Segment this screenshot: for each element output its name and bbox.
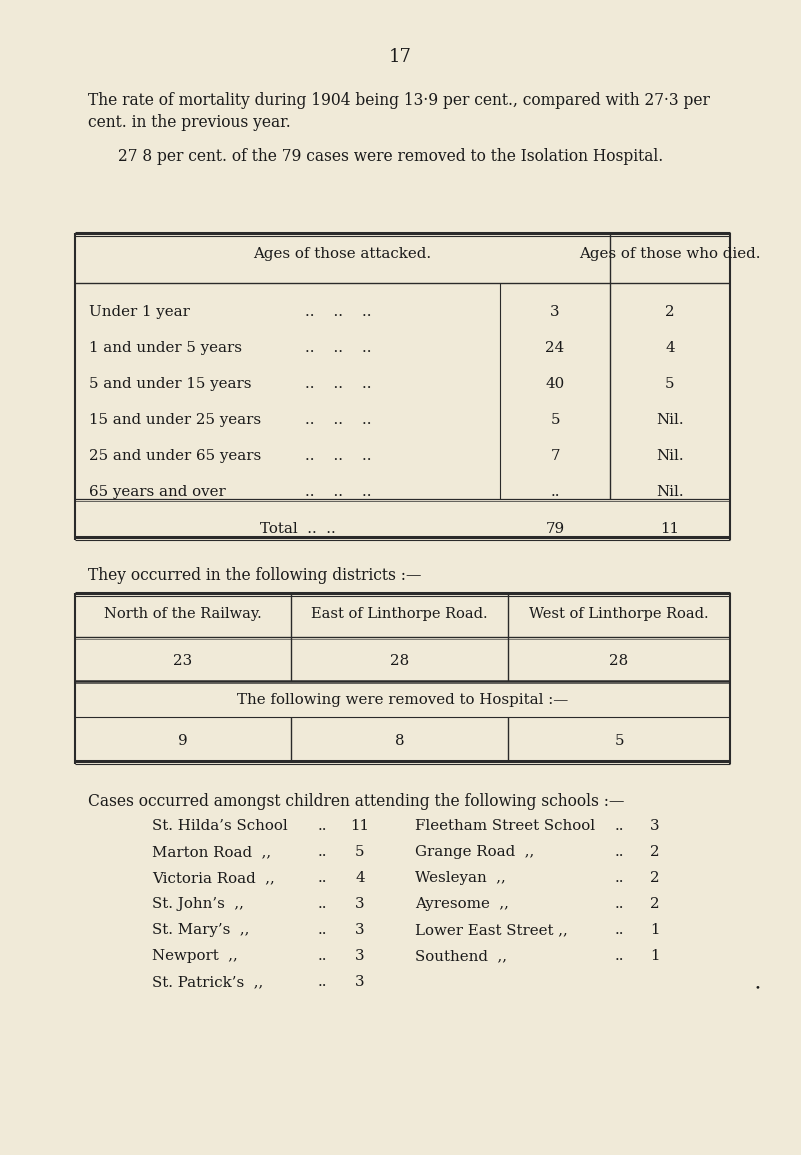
Text: 24: 24: [545, 341, 565, 355]
Text: 3: 3: [355, 975, 364, 989]
Text: 1 and under 5 years: 1 and under 5 years: [89, 341, 242, 355]
Text: ..: ..: [318, 949, 328, 963]
Text: ..    ..    ..: .. .. ..: [305, 341, 372, 355]
Text: ..    ..    ..: .. .. ..: [305, 305, 372, 319]
Text: Marton Road  ,,: Marton Road ,,: [152, 845, 271, 859]
Text: The rate of mortality during 1904 being 13·9 per cent., compared with 27·3 per: The rate of mortality during 1904 being …: [88, 92, 710, 109]
Text: The following were removed to Hospital :—: The following were removed to Hospital :…: [237, 693, 568, 707]
Text: Newport  ,,: Newport ,,: [152, 949, 238, 963]
Text: St. Mary’s  ,,: St. Mary’s ,,: [152, 923, 249, 937]
Text: 2: 2: [650, 871, 660, 885]
Text: 3: 3: [355, 897, 364, 911]
Text: 3: 3: [355, 923, 364, 937]
Text: ..: ..: [318, 975, 328, 989]
Text: ..    ..    ..: .. .. ..: [305, 449, 372, 463]
Text: Victoria Road  ,,: Victoria Road ,,: [152, 871, 275, 885]
Text: ..: ..: [318, 819, 328, 833]
Text: ..: ..: [615, 949, 625, 963]
Text: 2: 2: [665, 305, 674, 319]
Text: Ages of those attacked.: Ages of those attacked.: [253, 247, 432, 261]
Text: St. Patrick’s  ,,: St. Patrick’s ,,: [152, 975, 264, 989]
Text: ..: ..: [318, 923, 328, 937]
Text: 5: 5: [356, 845, 364, 859]
Text: 28: 28: [610, 654, 629, 668]
Text: Under 1 year: Under 1 year: [89, 305, 190, 319]
Text: They occurred in the following districts :—: They occurred in the following districts…: [88, 567, 421, 584]
Text: ..    ..    ..: .. .. ..: [305, 413, 372, 427]
Text: Ages of those who died.: Ages of those who died.: [579, 247, 761, 261]
Text: Nil.: Nil.: [656, 449, 684, 463]
Text: 15 and under 25 years: 15 and under 25 years: [89, 413, 261, 427]
Text: 7: 7: [550, 449, 560, 463]
Text: ..: ..: [615, 923, 625, 937]
Text: Fleetham Street School: Fleetham Street School: [415, 819, 595, 833]
Text: ..: ..: [615, 897, 625, 911]
Text: 17: 17: [388, 49, 412, 66]
Text: Nil.: Nil.: [656, 485, 684, 499]
Text: 79: 79: [545, 522, 565, 536]
Text: ..: ..: [615, 871, 625, 885]
Text: 9: 9: [178, 733, 187, 748]
Text: 4: 4: [665, 341, 674, 355]
Text: Lower East Street ,,: Lower East Street ,,: [415, 923, 568, 937]
Text: St. John’s  ,,: St. John’s ,,: [152, 897, 244, 911]
Text: 40: 40: [545, 377, 565, 392]
Text: 25 and under 65 years: 25 and under 65 years: [89, 449, 261, 463]
Text: cent. in the previous year.: cent. in the previous year.: [88, 114, 291, 131]
Text: 3: 3: [550, 305, 560, 319]
Text: 1: 1: [650, 949, 660, 963]
Text: Ayresome  ,,: Ayresome ,,: [415, 897, 509, 911]
Text: Wesleyan  ,,: Wesleyan ,,: [415, 871, 505, 885]
Text: 8: 8: [395, 733, 405, 748]
Text: 2: 2: [650, 845, 660, 859]
Text: 11: 11: [351, 819, 369, 833]
Text: 4: 4: [355, 871, 364, 885]
Text: St. Hilda’s School: St. Hilda’s School: [152, 819, 288, 833]
Text: Nil.: Nil.: [656, 413, 684, 427]
Text: ..: ..: [615, 845, 625, 859]
Text: ..: ..: [318, 845, 328, 859]
Text: Total  ..  ..: Total .. ..: [260, 522, 336, 536]
Text: Cases occurred amongst children attending the following schools :—: Cases occurred amongst children attendin…: [88, 793, 624, 810]
Text: 3: 3: [650, 819, 660, 833]
Text: 2: 2: [650, 897, 660, 911]
Text: ..    ..    ..: .. .. ..: [305, 377, 372, 392]
Text: ..: ..: [318, 871, 328, 885]
Text: 28: 28: [390, 654, 409, 668]
Text: 5 and under 15 years: 5 and under 15 years: [89, 377, 252, 392]
Text: ..: ..: [615, 819, 625, 833]
Text: •: •: [754, 983, 760, 992]
Text: 27 8 per cent. of the 79 cases were removed to the Isolation Hospital.: 27 8 per cent. of the 79 cases were remo…: [118, 148, 663, 165]
Text: 23: 23: [173, 654, 192, 668]
Text: 5: 5: [666, 377, 674, 392]
Text: 11: 11: [661, 522, 679, 536]
Text: 5: 5: [550, 413, 560, 427]
Text: 3: 3: [355, 949, 364, 963]
Text: 1: 1: [650, 923, 660, 937]
Text: ..: ..: [550, 485, 560, 499]
Text: 5: 5: [614, 733, 624, 748]
Text: West of Linthorpe Road.: West of Linthorpe Road.: [529, 608, 709, 621]
Text: 65 years and over: 65 years and over: [89, 485, 226, 499]
Text: Grange Road  ,,: Grange Road ,,: [415, 845, 534, 859]
Text: Southend  ,,: Southend ,,: [415, 949, 507, 963]
Text: ..    ..    ..: .. .. ..: [305, 485, 372, 499]
Text: East of Linthorpe Road.: East of Linthorpe Road.: [311, 608, 488, 621]
Text: ..: ..: [318, 897, 328, 911]
Text: North of the Railway.: North of the Railway.: [104, 608, 262, 621]
